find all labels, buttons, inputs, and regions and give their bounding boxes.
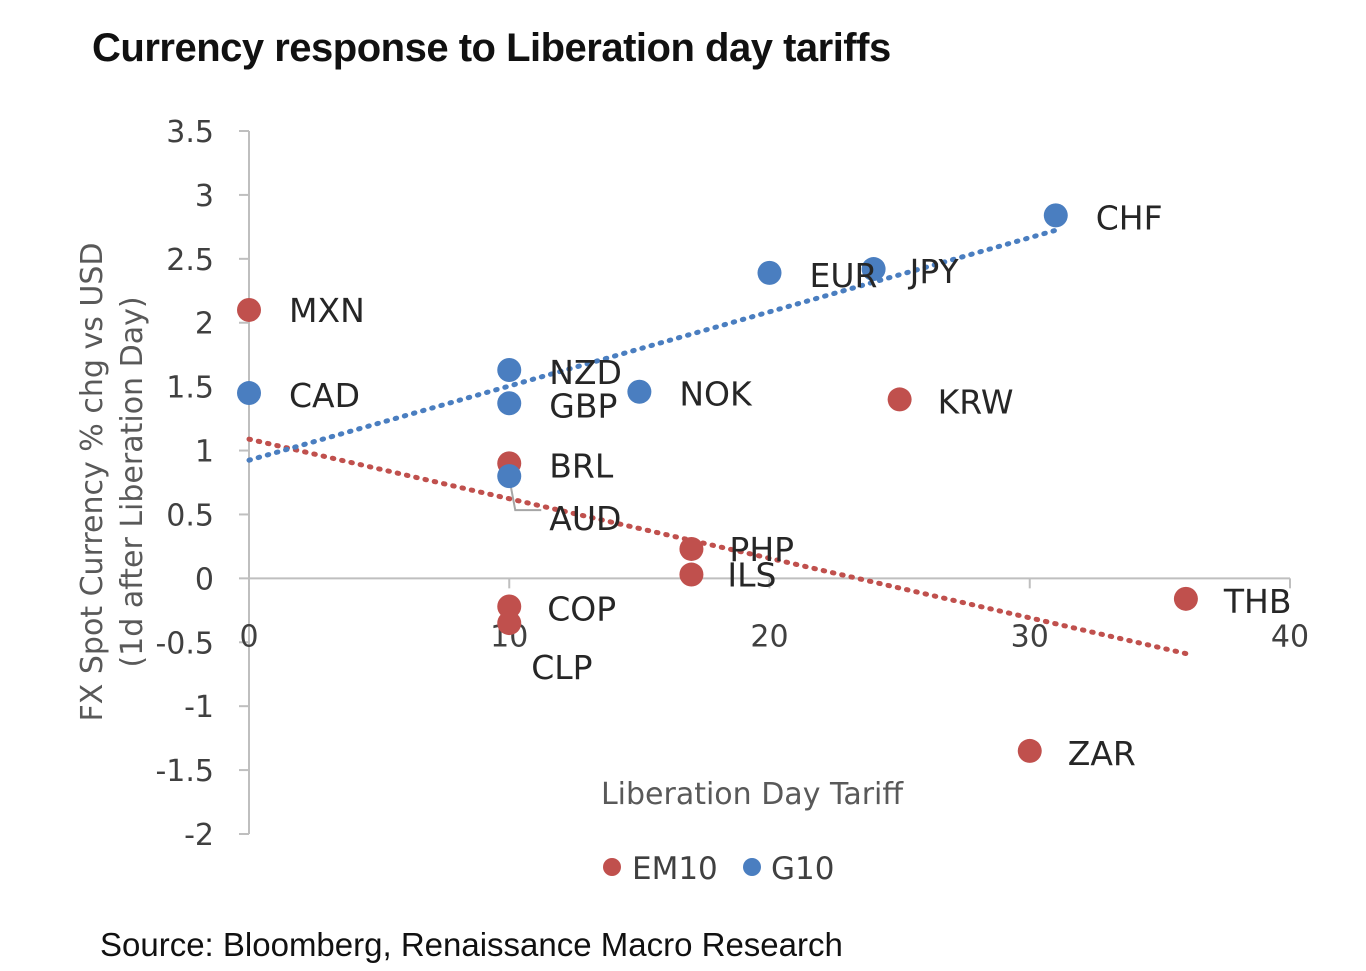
legend-label-em10: EM10 xyxy=(632,851,718,887)
leader-line-aud xyxy=(508,477,542,512)
y-tick-label: 0.5 xyxy=(166,498,214,533)
chart-title: Currency response to Liberation day tari… xyxy=(92,26,891,70)
y-tick-label: 2.5 xyxy=(166,243,214,278)
point-label-mxn: MXN xyxy=(289,291,365,330)
point-zar xyxy=(1017,738,1042,763)
x-axis-title: Liberation Day Tariff xyxy=(601,777,904,812)
point-label-brl: BRL xyxy=(549,446,614,485)
point-ils xyxy=(679,562,704,587)
y-tick-label: -0.5 xyxy=(155,626,214,661)
trendline-em10 xyxy=(246,436,1189,657)
legend-marker-em10 xyxy=(603,858,621,876)
point-label-eur: EUR xyxy=(810,256,878,295)
legend-label-g10: G10 xyxy=(771,851,834,887)
point-aud xyxy=(497,464,522,489)
y-tick-label: -1.5 xyxy=(155,754,214,789)
y-tick-label: 2 xyxy=(195,307,214,342)
point-label-aud: AUD xyxy=(549,499,621,538)
point-thb xyxy=(1173,586,1198,611)
source-note: Source: Bloomberg, Renaissance Macro Res… xyxy=(100,926,843,963)
y-tick-label: 1.5 xyxy=(166,371,214,406)
x-tick-label: 40 xyxy=(1271,619,1309,654)
point-jpy xyxy=(861,257,886,282)
y-tick-label: 0 xyxy=(195,562,214,597)
x-axis: 0 10 20 30 40 xyxy=(239,577,1309,654)
point-label-ils: ILS xyxy=(727,556,776,595)
y-tick-label: 3 xyxy=(195,179,214,214)
point-label-cad: CAD xyxy=(289,376,360,415)
x-tick-label: 30 xyxy=(1011,619,1049,654)
point-label-jpy: JPY xyxy=(908,252,960,291)
point-label-cop: COP xyxy=(547,589,616,628)
y-tick-label: 1 xyxy=(195,435,214,470)
y-axis-title-line-2: (1d after Liberation Day) xyxy=(115,296,150,667)
y-axis-title: FX Spot Currency % chg vs USD (1d after L… xyxy=(75,243,150,722)
point-mxn xyxy=(237,297,261,322)
point-krw xyxy=(887,387,912,412)
legend-marker-g10 xyxy=(743,858,761,876)
point-label-clp: CLP xyxy=(531,648,592,687)
trendline-g10 xyxy=(246,227,1059,463)
point-nok xyxy=(627,379,652,404)
x-tick-label: 0 xyxy=(239,619,258,654)
y-tick-label: -2 xyxy=(184,818,214,853)
point-cop xyxy=(497,594,522,619)
point-chf xyxy=(1043,203,1068,228)
point-gbp xyxy=(497,391,522,416)
point-label-gbp: GBP xyxy=(549,386,617,425)
point-label-nok: NOK xyxy=(679,375,753,414)
label-leader-lines xyxy=(508,477,542,512)
plot-area xyxy=(58,92,1358,918)
y-axis-title-line-1: FX Spot Currency % chg vs USD xyxy=(75,243,110,722)
point-php xyxy=(679,536,704,561)
point-cad xyxy=(237,381,261,406)
point-label-zar: ZAR xyxy=(1068,734,1136,773)
point-nzd xyxy=(497,358,522,383)
point-label-thb: THB xyxy=(1223,582,1292,621)
data-points xyxy=(237,203,1198,763)
y-tick-label: -1 xyxy=(184,690,214,725)
trendlines xyxy=(246,227,1189,657)
point-eur xyxy=(757,260,782,285)
legend: EM10 G10 xyxy=(603,851,834,887)
y-axis: -2 -1.5 -1 -0.5 0 0.5 1 1.5 2 2.5 3 3.5 xyxy=(155,115,250,853)
point-label-nzd: NZD xyxy=(549,353,622,392)
point-label-krw: KRW xyxy=(938,382,1014,421)
x-tick-label: 20 xyxy=(750,619,788,654)
point-label-php: PHP xyxy=(729,530,794,569)
y-tick-label: 3.5 xyxy=(166,115,214,150)
point-clp xyxy=(497,611,522,636)
point-label-chf: CHF xyxy=(1096,198,1163,237)
